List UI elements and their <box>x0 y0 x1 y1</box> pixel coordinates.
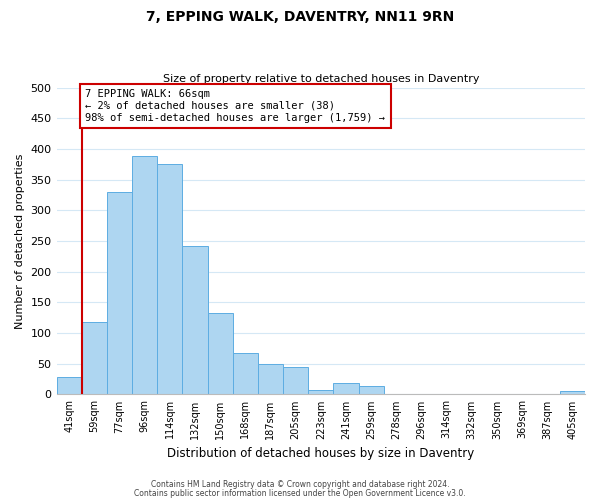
Text: 7 EPPING WALK: 66sqm
← 2% of detached houses are smaller (38)
98% of semi-detach: 7 EPPING WALK: 66sqm ← 2% of detached ho… <box>85 90 385 122</box>
Bar <box>82 322 107 394</box>
Bar <box>334 384 359 394</box>
Bar <box>107 192 132 394</box>
Bar <box>157 164 182 394</box>
Bar <box>182 246 208 394</box>
Y-axis label: Number of detached properties: Number of detached properties <box>15 154 25 328</box>
Bar <box>56 377 82 394</box>
Bar <box>233 352 258 395</box>
Bar <box>208 313 233 394</box>
Text: Contains public sector information licensed under the Open Government Licence v3: Contains public sector information licen… <box>134 490 466 498</box>
Text: 7, EPPING WALK, DAVENTRY, NN11 9RN: 7, EPPING WALK, DAVENTRY, NN11 9RN <box>146 10 454 24</box>
Bar <box>308 390 334 394</box>
Title: Size of property relative to detached houses in Daventry: Size of property relative to detached ho… <box>163 74 479 84</box>
Bar <box>132 156 157 394</box>
Bar <box>560 392 585 394</box>
Bar <box>283 367 308 394</box>
Text: Contains HM Land Registry data © Crown copyright and database right 2024.: Contains HM Land Registry data © Crown c… <box>151 480 449 489</box>
X-axis label: Distribution of detached houses by size in Daventry: Distribution of detached houses by size … <box>167 447 475 460</box>
Bar <box>359 386 383 394</box>
Bar <box>258 364 283 394</box>
